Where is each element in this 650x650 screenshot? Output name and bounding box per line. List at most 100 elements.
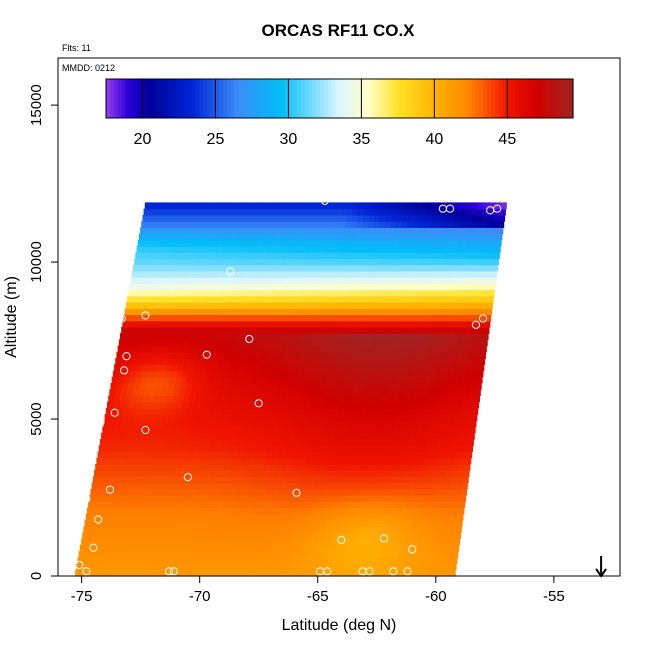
- heatmap-cell: [262, 239, 269, 247]
- heatmap-cell: [452, 382, 459, 390]
- heatmap-cell: [440, 302, 448, 309]
- heatmap-cell: [200, 532, 207, 540]
- heatmap-cell: [453, 538, 461, 546]
- heatmap-cell: [181, 407, 188, 415]
- heatmap-cell: [98, 569, 106, 577]
- heatmap-cell: [287, 470, 294, 477]
- heatmap-cell: [450, 557, 458, 565]
- heatmap-cell: [144, 358, 151, 365]
- heatmap-cell: [237, 420, 244, 428]
- heatmap-cell: [368, 439, 375, 446]
- heatmap-cell: [188, 370, 195, 378]
- heatmap-cell: [415, 202, 423, 210]
- heatmap-cell: [214, 289, 221, 297]
- heatmap-cell: [203, 513, 211, 521]
- heatmap-cell: [121, 326, 128, 334]
- heatmap-cell: [310, 364, 317, 372]
- heatmap-cell: [256, 376, 263, 384]
- colorbar-swatch: [222, 79, 228, 118]
- heatmap-cell: [201, 426, 208, 434]
- heatmap-cell: [426, 208, 433, 216]
- heatmap-cell: [388, 538, 396, 546]
- heatmap-cell: [339, 326, 346, 334]
- heatmap-cell: [416, 426, 424, 434]
- heatmap-cell: [457, 426, 464, 434]
- heatmap-cell: [293, 432, 300, 440]
- heatmap-cell: [418, 295, 426, 303]
- heatmap-cell: [466, 364, 473, 372]
- heatmap-cell: [437, 246, 444, 253]
- mmdd-label: MMDD: 0212: [62, 63, 115, 73]
- heatmap-cell: [276, 501, 283, 509]
- heatmap-cell: [195, 526, 203, 534]
- heatmap-cell: [120, 551, 127, 558]
- heatmap-cell: [159, 432, 166, 440]
- heatmap-cell: [461, 239, 468, 247]
- heatmap-cell: [429, 376, 437, 384]
- heatmap-cell: [120, 420, 128, 428]
- heatmap-cell: [86, 507, 94, 515]
- heatmap-cell: [101, 432, 108, 440]
- observation-point: [245, 334, 254, 344]
- heatmap-cell: [437, 488, 444, 496]
- heatmap-cell: [396, 407, 403, 415]
- heatmap-cell: [296, 345, 303, 353]
- heatmap-cell: [369, 432, 376, 440]
- heatmap-cell: [186, 376, 194, 384]
- heatmap-cell: [263, 202, 270, 210]
- heatmap-cell: [95, 557, 102, 565]
- heatmap-cell: [255, 345, 263, 353]
- heatmap-cell: [146, 439, 154, 446]
- heatmap-cell: [467, 395, 475, 403]
- heatmap-cell: [169, 314, 176, 322]
- heatmap-cell: [267, 376, 275, 384]
- heatmap-cell: [330, 239, 337, 247]
- heatmap-cell: [389, 302, 396, 309]
- heatmap-cell: [299, 358, 307, 365]
- heatmap-cell: [317, 252, 324, 260]
- colorbar-swatch: [374, 79, 380, 118]
- heatmap-cell: [139, 258, 147, 266]
- heatmap-cell: [245, 407, 252, 415]
- heatmap-cell: [352, 426, 360, 434]
- heatmap-cell: [456, 351, 463, 359]
- heatmap-cell: [183, 270, 190, 278]
- heatmap-cell: [188, 401, 195, 409]
- heatmap-cell: [409, 395, 417, 403]
- heatmap-cell: [365, 308, 372, 316]
- heatmap-cell: [314, 376, 321, 384]
- heatmap-cell: [270, 463, 278, 471]
- heatmap-cell: [210, 277, 217, 284]
- heatmap-cell: [493, 214, 500, 222]
- heatmap-cell: [337, 302, 345, 309]
- colorbar-swatch: [421, 79, 426, 118]
- heatmap-cell: [374, 358, 382, 365]
- heatmap-cell: [341, 314, 348, 322]
- heatmap-cell: [397, 208, 405, 216]
- heatmap-cell: [316, 470, 324, 477]
- heatmap-cell: [218, 463, 225, 471]
- heatmap-cell: [108, 395, 115, 403]
- heatmap-cell: [173, 451, 180, 459]
- heatmap-cell: [111, 563, 119, 571]
- heatmap-cell: [218, 532, 225, 540]
- heatmap-cell: [323, 320, 330, 328]
- heatmap-cell: [455, 482, 462, 490]
- heatmap-cell: [372, 227, 379, 235]
- heatmap-cell: [487, 295, 494, 303]
- heatmap-cell: [459, 370, 467, 378]
- heatmap-cell: [359, 202, 366, 210]
- heatmap-cell: [194, 532, 201, 540]
- heatmap-cell: [230, 326, 237, 334]
- heatmap-cell: [137, 519, 145, 527]
- heatmap-cell: [465, 414, 472, 421]
- x-axis: -75 -70 -65 -60 -55: [71, 576, 565, 605]
- heatmap-cell: [194, 302, 201, 309]
- heatmap-cell: [203, 482, 210, 490]
- heatmap-cell: [304, 470, 312, 477]
- heatmap-cell: [90, 519, 97, 527]
- heatmap-cell: [169, 538, 177, 546]
- heatmap-cell: [212, 532, 219, 540]
- heatmap-cell: [320, 233, 327, 241]
- heatmap-cell: [202, 488, 209, 496]
